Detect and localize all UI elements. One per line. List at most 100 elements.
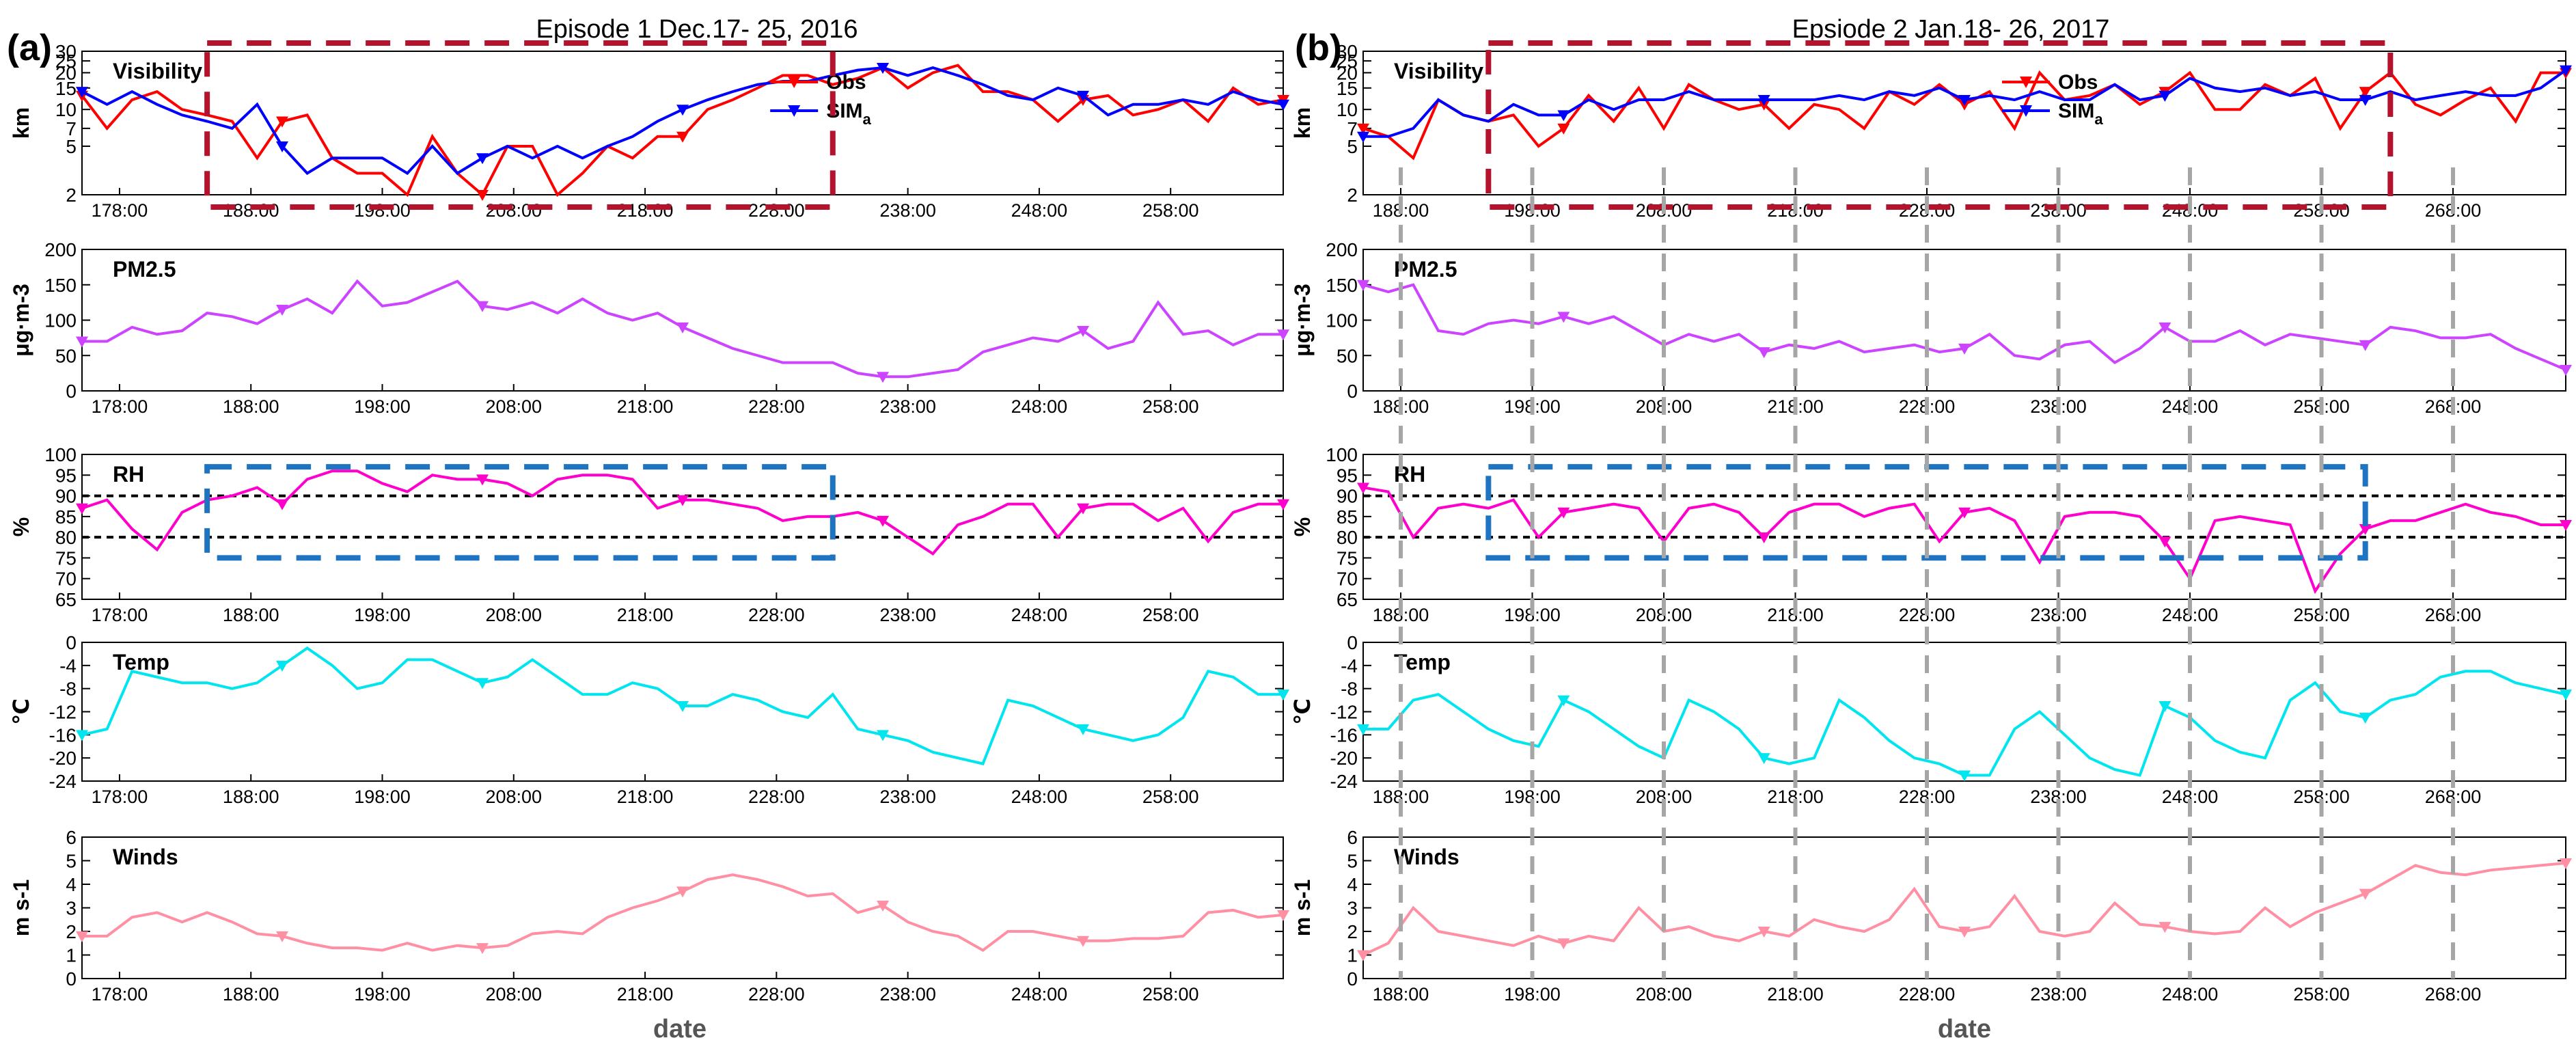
panel-b-winds-ytick-label: 6 [1347,827,1358,848]
panel-b-title: Epsiode 2 Jan.18- 26, 2017 [1792,15,2110,44]
panel-a-pm25-ytick-label: 200 [44,239,77,260]
panel-b-rh-marker [2560,519,2572,531]
panel-a-winds-ytick-label: 5 [66,851,77,872]
panel-b-winds-marker [1958,927,1971,938]
panel-a-temp-ytick-label: 0 [66,632,77,653]
panel-a-temp-axes: -24-20-16-12-8-40 178:00 188:00 198:00 208:0… [9,632,1289,807]
panel-b-visibility-ytick-label: 15 [1337,78,1358,99]
panel-b-visibility-ytick-label: 20 [1337,62,1358,83]
panel-b-winds-frame [1362,836,2566,979]
panel-a-rh-xtick-label: 208:00 [485,605,542,625]
panel-b-winds-ytick-label: 5 [1347,851,1358,872]
panel-a-winds-marker [276,931,288,942]
panel-b-visibility-marker [1557,123,1570,135]
panel-a-rh-title: RH [113,462,144,487]
panel-a-rh-frame [81,454,1284,600]
panel-a-x-title: date [653,1015,707,1043]
panel-a-pm25-ytick-label: 50 [55,345,77,366]
panel-a-rh-xtick-label: 258:00 [1142,605,1199,625]
panel-b-rh-marker [2359,524,2372,536]
panel-b-temp-marker [1958,770,1971,782]
panel-a-winds-ytick-label: 1 [66,945,77,966]
panel-b-visibility-highlight-box [1485,40,2394,210]
panel-a-visibility-xtick-label: 178:00 [92,200,148,221]
panel-a-temp-marker [676,701,689,713]
panel-a-winds-xtick-label: 258:00 [1142,984,1199,1005]
panel-b-winds-ytick-label: 4 [1347,874,1358,895]
panel-b-winds-xtick-label: 218:00 [1767,984,1824,1005]
panel-b-temp-ytick-label: -24 [1330,771,1358,792]
panel-b-pm25-ytick-label: 200 [1326,239,1358,260]
panel-b-temp-ytick-label: -8 [1341,679,1358,700]
panel-a-pm25-marker [76,336,88,348]
panel-a-winds-marker [1077,936,1089,947]
panel-b-rh-ytick-label: 75 [1337,547,1358,569]
panel-a-label: (a) [7,27,52,68]
panel-b-visibility-marker [2359,95,2372,107]
panel-b-visibility-marker [2359,87,2372,98]
panel-a-rh-xtick-label: 228:00 [748,605,805,625]
panel-a-pm25-marker [1277,329,1289,341]
panel-b-rh-frame [1362,454,2566,600]
panel-a-temp-xtick-label: 238:00 [879,787,936,807]
panel-b-winds-xtick-label: 198:00 [1504,984,1561,1005]
panel-a-visibility-frame [81,51,1284,195]
panel-a-pm25-marker [276,304,288,316]
panel-a-visibility-ylabel: km [9,107,33,139]
panel-a-visibility-ytick-label: 7 [66,118,77,139]
panel-a-winds-xtick-label: 208:00 [485,984,542,1005]
panel-b-visibility-ytick-label: 25 [1337,51,1358,72]
panel-b-winds-axes: 01 23 45 6 188:00 198:00 208:00 218:00 228:00 238… [1290,827,2572,1005]
panel-b-winds-xtick-label: 208:00 [1636,984,1693,1005]
panel-b-visibility-axes: 2571015202530188:00198:00208:00218:00228… [1290,40,2572,221]
panel-b-winds-marker [2359,888,2372,900]
panel-a-winds-xtick-label: 198:00 [354,984,411,1005]
panel-a-visibility-xtick-label: 258:00 [1142,200,1199,221]
panel-a-temp-xtick-label: 198:00 [354,787,411,807]
panel-a-winds-marker [76,931,88,942]
panel-a-temp-xtick-label: 258:00 [1142,787,1199,807]
panel-a-rh-ytick-label: 80 [55,527,77,548]
panel-b-visibility-title: Visibility [1394,59,1483,83]
panel-a-visibility-ytick-label: 5 [66,136,77,157]
panel-a-winds-ytick-label: 3 [66,898,77,919]
panel-a-visibility-xtick-label: 218:00 [617,200,674,221]
panel-b-visibility-ytick-label: 30 [1337,41,1358,62]
panel-a-pm25-marker [476,301,489,312]
panel-b-temp-ytick-label: -16 [1330,724,1358,746]
panel-a-winds-ytick-label: 6 [66,827,77,848]
panel-b-winds-marker [1557,938,1570,950]
panel-a-pm25-xtick-label: 188:00 [223,396,279,417]
panel-a-winds-xtick-label: 238:00 [879,984,936,1005]
panel-a-winds-ylabel: m s-1 [9,879,33,937]
panel-b-winds-xtick-label: 238:00 [2030,984,2087,1005]
panel-a-temp-ytick-label: -20 [49,748,77,769]
panel-b-winds-xtick-label: 258:00 [2293,984,2350,1005]
panel-b-temp-marker [1357,724,1369,735]
panel-b-winds-ylabel: m s-1 [1290,879,1315,937]
panel-b-pm25-marker [2359,340,2372,351]
panel-b-temp-marker [1757,753,1770,765]
panel-a-visibility-xtick-label: 198:00 [354,200,411,221]
panel-a-rh-xtick-label: 238:00 [879,605,936,625]
panel-b-visibility-ytick-label: 2 [1347,185,1358,206]
panel-b-winds-title: Winds [1394,845,1460,869]
panel-a-rh-marker [476,474,489,486]
panel-a-pm25-xtick-label: 248:00 [1011,396,1068,417]
panel-a-visibility-legend-sub: a [863,111,872,128]
panel-a-winds-axes: 01 23 45 6 178:00 188:00 198:00 208:00 218:00 228… [9,827,1289,1005]
panel-b-pm25-ytick-label: 0 [1347,381,1358,402]
panel-a-pm25-ytick-label: 0 [66,381,77,402]
panel-a-pm25-xtick-label: 198:00 [354,396,411,417]
panel-a-temp-xtick-label: 248:00 [1011,787,1068,807]
panel-a-winds-marker [1277,910,1289,921]
panel-a-pm25-marker [877,372,889,383]
panel-b-visibility-legend-marker [2020,105,2032,117]
panel-b-visibility-ytick-label: 7 [1347,118,1358,139]
panel-a-winds-xtick-label: 228:00 [748,984,805,1005]
panel-b-visibility-marker [2159,90,2171,102]
panel-a-winds-xtick-label: 248:00 [1011,984,1068,1005]
panel-b-pm25-ytick-label: 150 [1326,275,1358,296]
